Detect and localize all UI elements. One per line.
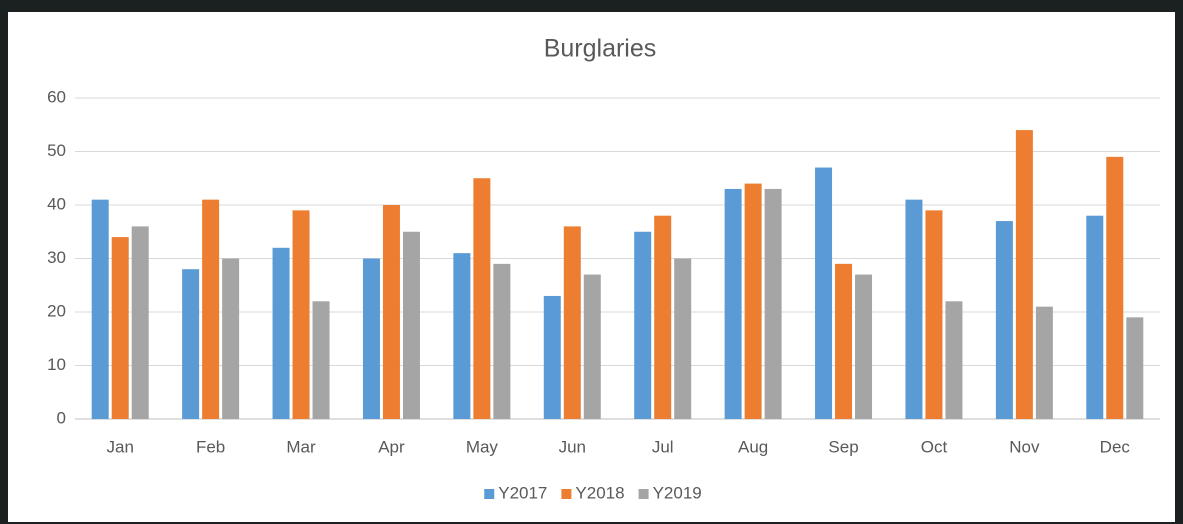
bar [1106,156,1124,419]
x-tick-label: Jan [106,437,133,456]
bar [563,226,581,419]
bar [202,199,220,419]
x-tick-label: Nov [1009,437,1040,456]
y-tick-label: 0 [57,408,66,427]
bar [111,237,129,419]
y-tick-label: 30 [47,248,66,267]
bar [905,199,923,419]
x-tick-label: Apr [378,437,405,456]
x-tick-label: Sep [828,437,858,456]
bar [182,269,200,419]
bar [945,301,963,419]
legend-label: Y2019 [653,483,702,502]
legend-swatch [484,489,495,499]
bar [272,247,290,419]
bar [1015,130,1033,419]
x-tick-label: May [466,437,499,456]
y-tick-label: 60 [47,87,66,106]
bar [543,295,561,419]
bar [724,188,742,419]
x-tick-label: Mar [286,437,316,456]
x-tick-label: Jul [652,437,674,456]
bar [362,258,380,419]
x-tick-label: Aug [738,437,768,456]
bar [473,178,491,419]
bar [1035,306,1053,419]
bar [312,301,330,419]
x-tick-label: Jun [559,437,586,456]
bar [1126,317,1144,419]
y-tick-label: 20 [47,301,66,320]
bar [583,274,601,419]
legend-label: Y2018 [575,483,624,502]
bar [382,205,400,419]
bar [634,231,652,419]
x-tick-label: Dec [1100,437,1131,456]
x-tick-label: Feb [196,437,225,456]
bar [744,183,762,419]
legend-swatch [561,489,572,499]
bar [995,221,1013,419]
legend-label: Y2017 [498,483,547,502]
bar [453,253,471,419]
bar [764,188,782,419]
chart-title: Burglaries [544,35,657,63]
bar [292,210,310,419]
x-tick-label: Oct [921,437,948,456]
bar [1086,215,1104,419]
bar [815,167,833,419]
bar [493,263,511,419]
y-tick-label: 10 [47,355,66,374]
bar [654,215,672,419]
bar [835,263,853,419]
bar [402,231,420,419]
bar [674,258,692,419]
bar [222,258,240,419]
bar [855,274,873,419]
legend-swatch [638,489,649,499]
bar [131,226,149,419]
y-tick-label: 40 [47,194,66,213]
bar [91,199,109,419]
y-tick-label: 50 [47,141,66,160]
bar [925,210,943,419]
